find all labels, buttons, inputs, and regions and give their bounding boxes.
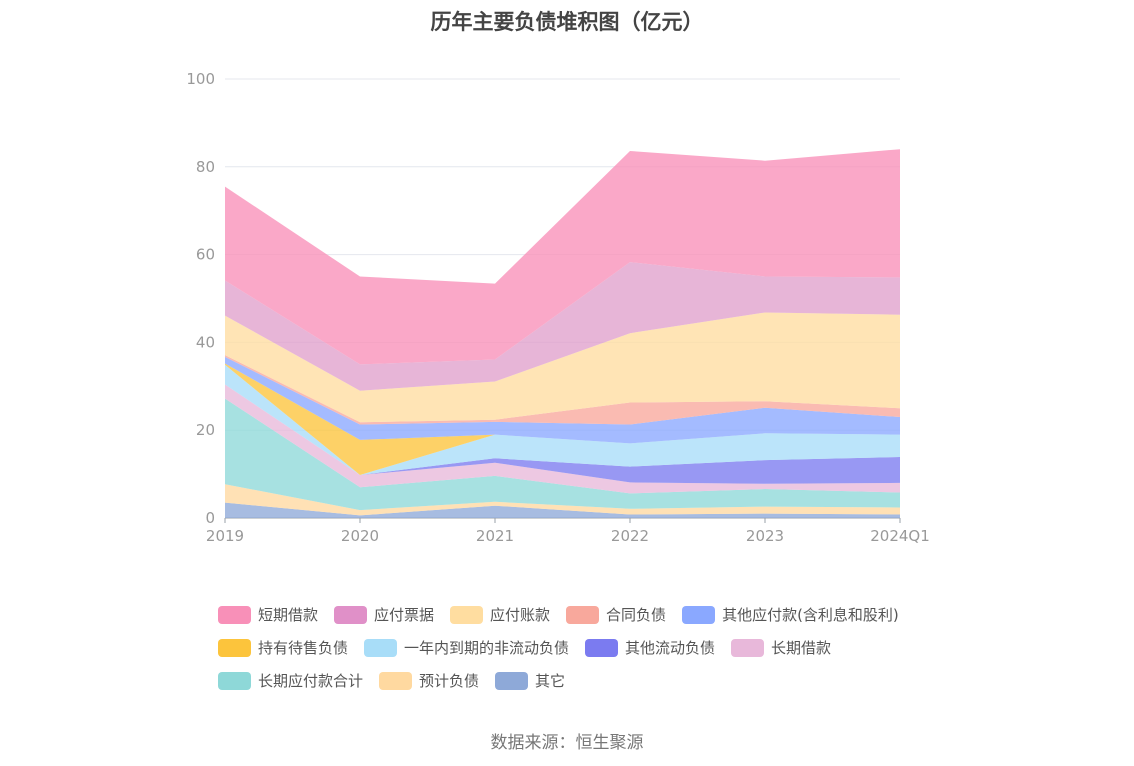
legend-item[interactable]: 应付账款	[450, 604, 550, 625]
legend-row-2: 持有待售负债 一年内到期的非流动负债 其他流动负债 长期借款	[218, 631, 938, 664]
area-一年内到期的非流动负债	[225, 364, 900, 475]
y-tick-label: 60	[196, 246, 215, 264]
legend-swatch	[731, 638, 765, 657]
legend-swatch	[379, 671, 413, 690]
y-tick-label: 20	[196, 421, 215, 439]
legend-item[interactable]: 一年内到期的非流动负债	[364, 637, 569, 658]
legend-label: 短期借款	[258, 606, 319, 624]
y-tick-label: 0	[205, 509, 215, 527]
legend-swatch	[334, 605, 368, 624]
area-应付账款	[225, 312, 900, 423]
legend-item[interactable]: 应付票据	[334, 604, 434, 625]
x-tick-label: 2022	[611, 527, 649, 545]
legend-label: 长期借款	[771, 639, 832, 657]
legend-label: 预计负债	[419, 672, 480, 690]
legend-label: 其它	[535, 672, 566, 690]
legend-label: 长期应付款合计	[258, 672, 364, 690]
legend-swatch	[218, 671, 251, 690]
x-tick-label: 2020	[341, 527, 379, 545]
legend-row-1: 短期借款 应付票据 应付账款 合同负债 其他应付款(含利息和股利)	[218, 598, 938, 631]
area-其它	[225, 502, 900, 518]
legend-item[interactable]: 其他应付款(含利息和股利)	[682, 604, 899, 625]
area-其他应付款(含利息和股利)	[225, 356, 900, 444]
legend-swatch	[585, 638, 619, 657]
legend-label: 应付票据	[374, 606, 435, 624]
legend-swatch	[218, 638, 251, 657]
legend-swatch	[364, 638, 398, 657]
area-长期应付款合计	[225, 398, 900, 511]
y-tick-label: 100	[186, 70, 215, 88]
legend-row-3: 长期应付款合计 预计负债 其它	[218, 664, 938, 697]
y-tick-label: 40	[196, 333, 215, 351]
axes: 0 20 40 60 80 100 2019 2020 2021 2022 2023 2024Q1	[186, 70, 929, 545]
area-合同负债	[225, 355, 900, 425]
legend-swatch	[450, 605, 484, 624]
x-tick-label: 2023	[746, 527, 784, 545]
legend-item[interactable]: 持有待售负债	[218, 637, 348, 658]
area-持有待售负债	[225, 363, 900, 475]
legend-item[interactable]: 短期借款	[218, 604, 318, 625]
legend-swatch	[566, 605, 600, 624]
legend-label: 其他流动负债	[625, 639, 716, 657]
legend-swatch	[495, 671, 529, 690]
stacked-area-chart: 0 20 40 60 80 100 2019 2020 2021 2022 2023 2024Q1	[186, 70, 929, 545]
x-tick-label: 2019	[206, 527, 244, 545]
area-预计负债	[225, 484, 900, 516]
legend-item[interactable]: 长期借款	[731, 637, 831, 658]
y-tick-label: 80	[196, 158, 215, 176]
legend-swatch	[682, 605, 716, 624]
legend-label: 一年内到期的非流动负债	[404, 639, 570, 657]
area-series	[225, 149, 900, 518]
legend-item[interactable]: 预计负债	[379, 670, 479, 691]
legend-item[interactable]: 合同负债	[566, 604, 666, 625]
area-应付票据	[225, 262, 900, 391]
legend-item[interactable]: 其它	[495, 670, 565, 691]
x-tick-label: 2024Q1	[870, 527, 930, 545]
legend-item[interactable]: 其他流动负债	[585, 637, 715, 658]
legend: 短期借款 应付票据 应付账款 合同负债 其他应付款(含利息和股利) 持有待售负债 一年内到…	[218, 598, 938, 697]
legend-label: 持有待售负债	[258, 639, 349, 657]
chart-title: 历年主要负债堆积图（亿元）	[430, 10, 704, 34]
legend-label: 其他应付款(含利息和股利)	[722, 606, 899, 624]
area-短期借款	[225, 149, 900, 365]
data-source-note: 数据来源：恒生聚源	[490, 733, 644, 753]
legend-label: 应付账款	[490, 606, 551, 624]
legend-label: 合同负债	[606, 606, 667, 624]
x-tick-label: 2021	[476, 527, 514, 545]
area-其他流动负债	[225, 384, 900, 484]
legend-item[interactable]: 长期应付款合计	[218, 670, 363, 691]
legend-swatch	[218, 605, 251, 624]
